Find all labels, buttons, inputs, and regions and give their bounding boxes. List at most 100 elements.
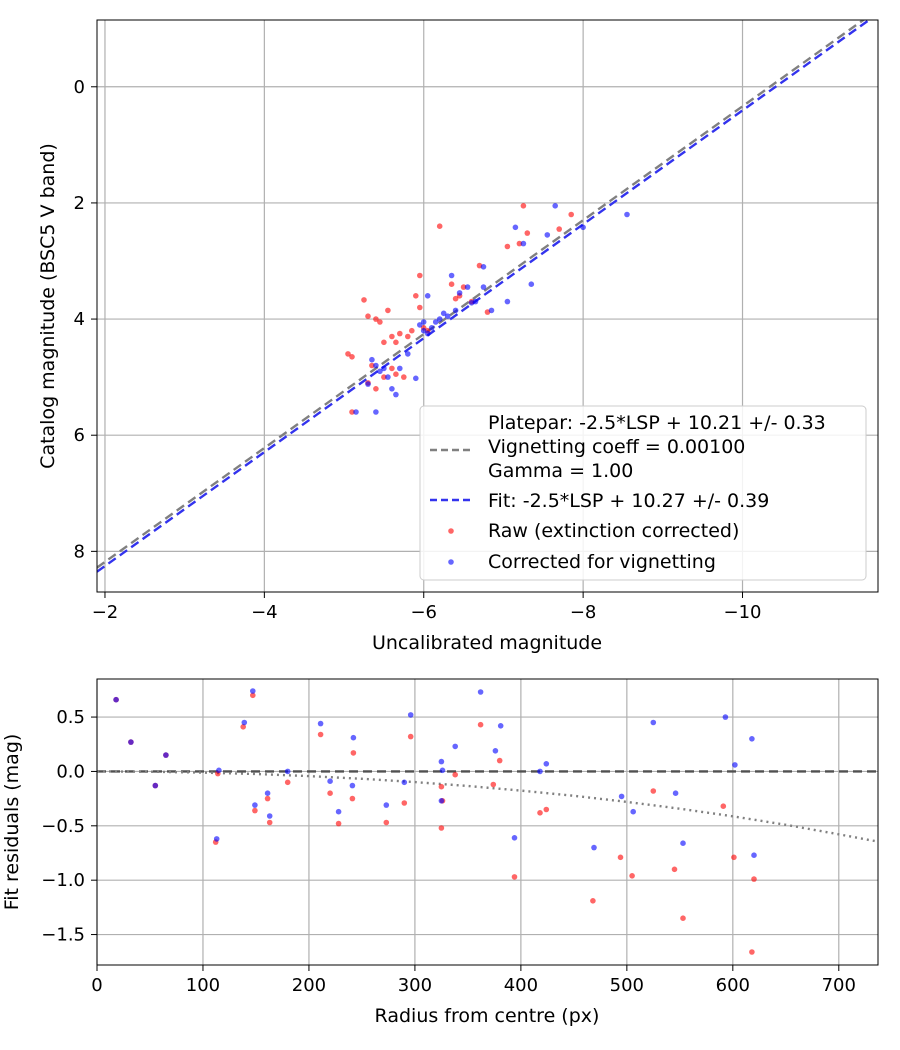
bottom-point-corrected-for-vignetting: [722, 714, 729, 720]
top-point-corrected-for-vignetting: [512, 224, 519, 231]
top-point-raw-extinction-corrected: [349, 354, 355, 360]
bottom-point-corrected-for-vignetting: [152, 782, 159, 789]
bottom-point-raw-extinction-corrected: [438, 825, 445, 831]
top-point-corrected-for-vignetting: [397, 365, 403, 372]
top-point-raw-extinction-corrected: [401, 374, 407, 380]
top-point-corrected-for-vignetting: [373, 409, 379, 415]
top-point-raw-extinction-corrected: [389, 333, 395, 340]
top-point-raw-extinction-corrected: [393, 371, 399, 378]
top-point-corrected-for-vignetting: [480, 284, 487, 290]
bottom-point-corrected-for-vignetting: [497, 723, 504, 729]
top-y-tick-label: 2: [74, 193, 85, 214]
legend-entry-vignetting: Vignetting coeff = 0.00100: [488, 436, 745, 458]
bottom-x-tick-label: 500: [610, 975, 644, 996]
bottom-point-corrected-for-vignetting: [452, 743, 459, 750]
top-point-raw-extinction-corrected: [524, 230, 531, 236]
top-point-corrected-for-vignetting: [452, 307, 459, 314]
top-point-corrected-for-vignetting: [468, 300, 475, 306]
top-point-raw-extinction-corrected: [369, 362, 375, 369]
bottom-point-raw-extinction-corrected: [401, 800, 408, 806]
top-point-raw-extinction-corrected: [381, 339, 387, 346]
top-point-raw-extinction-corrected: [516, 240, 523, 247]
top-point-corrected-for-vignetting: [440, 310, 447, 317]
top-fit-lines: [97, 20, 872, 573]
top-point-corrected-for-vignetting: [444, 313, 451, 320]
bottom-point-raw-extinction-corrected: [650, 788, 657, 794]
bottom-point-raw-extinction-corrected: [266, 819, 273, 826]
top-x-tick-label: −6: [410, 602, 437, 623]
bottom-point-corrected-for-vignetting: [407, 712, 414, 718]
bottom-point-corrected-for-vignetting: [284, 768, 291, 775]
bottom-x-tick-label: 100: [186, 975, 220, 996]
bottom-point-raw-extinction-corrected: [438, 783, 445, 790]
bottom-plot: 0 100 200 300 400 500 600 700 0.5 0.0 −0.5 −1.0 −1.5…: [1, 678, 879, 1027]
top-scatter-points: [345, 203, 630, 415]
bottom-point-raw-extinction-corrected: [477, 721, 484, 728]
top-point-corrected-for-vignetting: [528, 281, 535, 288]
bottom-point-corrected-for-vignetting: [113, 696, 119, 703]
top-point-raw-extinction-corrected: [405, 333, 411, 340]
top-y-axis-label: Catalog magnitude (BSC5 V band): [37, 143, 59, 469]
bottom-point-raw-extinction-corrected: [335, 820, 342, 827]
bottom-point-corrected-for-vignetting: [511, 835, 518, 841]
top-point-corrected-for-vignetting: [624, 211, 630, 218]
bottom-point-raw-extinction-corrected: [452, 771, 459, 778]
bottom-scatter-points: [113, 688, 757, 955]
bottom-point-corrected-for-vignetting: [250, 688, 256, 694]
top-point-raw-extinction-corrected: [345, 351, 351, 357]
bottom-point-corrected-for-vignetting: [537, 768, 543, 775]
bottom-point-corrected-for-vignetting: [213, 836, 220, 842]
legend-entry-gamma: Gamma = 1.00: [488, 460, 633, 482]
top-x-tick-label: −4: [251, 602, 278, 623]
top-point-raw-extinction-corrected: [413, 293, 419, 299]
bottom-x-tick-label: 700: [822, 975, 856, 996]
bottom-point-raw-extinction-corrected: [543, 806, 550, 813]
top-point-corrected-for-vignetting: [417, 322, 423, 328]
top-line-fit: [97, 20, 872, 573]
top-point-corrected-for-vignetting: [488, 307, 495, 314]
top-axis-ticks: −2 −4 −6 −8 −10 0 2 4 6 8: [74, 77, 762, 623]
bottom-point-corrected-for-vignetting: [543, 761, 550, 767]
bottom-y-tick-label: −1.0: [41, 870, 85, 891]
top-point-raw-extinction-corrected: [385, 307, 391, 314]
top-point-corrected-for-vignetting: [504, 298, 511, 305]
bottom-point-corrected-for-vignetting: [241, 719, 248, 726]
top-point-raw-extinction-corrected: [568, 211, 574, 218]
legend-entry-corrected: Corrected for vignetting: [488, 551, 716, 573]
top-point-corrected-for-vignetting: [413, 375, 419, 382]
bottom-point-corrected-for-vignetting: [630, 808, 636, 815]
bottom-point-corrected-for-vignetting: [618, 793, 625, 800]
bottom-axis-ticks: 0 100 200 300 400 500 600 700 0.5 0.0 −0.5 −1.0 −1.5: [41, 707, 856, 996]
bottom-point-corrected-for-vignetting: [163, 752, 169, 758]
top-point-corrected-for-vignetting: [393, 391, 399, 398]
bottom-point-corrected-for-vignetting: [216, 767, 222, 774]
top-point-raw-extinction-corrected: [556, 226, 562, 232]
bottom-y-tick-label: −1.5: [41, 925, 85, 946]
top-point-corrected-for-vignetting: [377, 368, 383, 375]
bottom-point-corrected-for-vignetting: [128, 739, 134, 745]
legend-entry-raw: Raw (extinction corrected): [488, 520, 739, 542]
top-point-corrected-for-vignetting: [424, 293, 431, 299]
top-point-raw-extinction-corrected: [397, 330, 403, 337]
bottom-point-raw-extinction-corrected: [252, 807, 258, 814]
top-point-raw-extinction-corrected: [389, 365, 395, 372]
bottom-point-corrected-for-vignetting: [732, 762, 738, 768]
top-line-platepar: [97, 20, 866, 569]
top-y-tick-label: 6: [74, 425, 85, 446]
legend: Platepar: -2.5*LSP + 10.21 +/- 0.33 Vign…: [419, 405, 867, 581]
bottom-x-tick-label: 600: [716, 975, 750, 996]
bottom-point-raw-extinction-corrected: [749, 949, 755, 955]
top-point-corrected-for-vignetting: [381, 365, 387, 372]
top-point-corrected-for-vignetting: [420, 319, 427, 325]
bottom-point-raw-extinction-corrected: [240, 724, 246, 730]
bottom-y-tick-label: 0.0: [56, 761, 85, 782]
bottom-x-tick-label: 0: [91, 975, 102, 996]
bottom-line-vignetting-model: [97, 770, 878, 843]
bottom-point-corrected-for-vignetting: [350, 734, 357, 741]
legend-entry-fit: Fit: -2.5*LSP + 10.27 +/- 0.39: [488, 490, 769, 512]
bottom-point-raw-extinction-corrected: [264, 795, 271, 802]
bottom-point-raw-extinction-corrected: [511, 874, 518, 880]
bottom-point-corrected-for-vignetting: [438, 758, 445, 765]
bottom-point-raw-extinction-corrected: [317, 731, 324, 738]
bottom-y-tick-label: −0.5: [41, 816, 85, 837]
